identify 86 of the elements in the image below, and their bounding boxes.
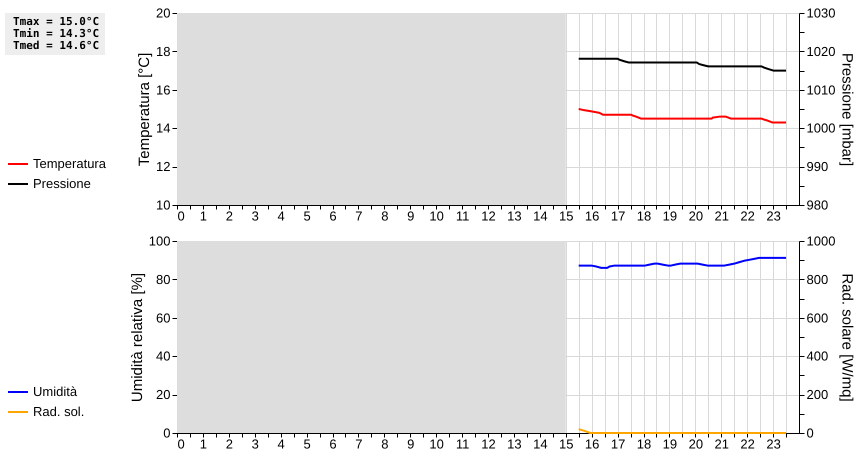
y2-tick-label: 0 (806, 426, 814, 440)
x-tick-label: 4 (278, 436, 285, 452)
y-axis-title: Temperatura [°C] (136, 52, 154, 166)
x-tick-label: 16 (584, 208, 600, 224)
x-tick-label: 3 (252, 436, 259, 452)
x-tick-label: 22 (740, 208, 755, 224)
y2-tick-label: 400 (806, 348, 828, 364)
x-tick-label: 6 (329, 208, 337, 224)
x-tick-label: 8 (381, 436, 388, 452)
y2-tick-label: 1030 (806, 6, 836, 20)
y2-tick-label: 1000 (806, 120, 836, 136)
x-tick-label: 21 (714, 208, 729, 224)
y2-tick-label: 980 (806, 198, 828, 212)
y-tick-label: 0 (163, 426, 170, 440)
y-tick-label: 100 (148, 234, 170, 248)
x-tick-label: 19 (662, 436, 678, 452)
x-tick-label: 5 (303, 208, 311, 224)
y-tick-label: 10 (156, 198, 170, 212)
x-tick-label: 1 (200, 208, 208, 224)
x-tick-label: 13 (507, 436, 522, 452)
x-tick-label: 10 (429, 208, 444, 224)
x-tick-label: 3 (252, 208, 259, 224)
x-tick-label: 23 (766, 208, 781, 224)
line-series (578, 108, 788, 124)
y-tick-label: 16 (156, 82, 170, 98)
y-tick-label: 14 (156, 120, 170, 136)
y2-tick-label: 1010 (806, 82, 836, 98)
x-tick-label: 15 (559, 436, 574, 452)
x-tick-label: 17 (610, 436, 626, 452)
y-axis-title: Umidità relativa [%] (128, 272, 146, 402)
x-tick-label: 17 (610, 208, 626, 224)
y2-axis-title: Rad. solare [W/mq] (838, 273, 856, 402)
y2-tick-label: 800 (806, 272, 828, 287)
x-tick-label: 10 (429, 436, 444, 452)
x-tick-label: 0 (178, 436, 185, 452)
y2-tick-label: 990 (806, 159, 828, 174)
x-tick-label: 18 (636, 436, 652, 452)
legend-label: Rad. sol. (33, 404, 84, 419)
x-tick-label: 18 (636, 208, 652, 224)
y2-tick-label: 1020 (806, 44, 836, 59)
y-tick-label: 60 (156, 310, 170, 326)
y-tick-label: 40 (156, 348, 170, 364)
x-tick-label: 11 (456, 208, 470, 224)
x-tick-label: 0 (178, 208, 185, 224)
x-tick-label: 20 (688, 436, 704, 452)
x-tick-label: 12 (481, 208, 496, 224)
x-tick-label: 8 (381, 208, 388, 224)
y-tick-label: 20 (156, 6, 170, 20)
x-tick-label: 14 (533, 208, 548, 224)
x-tick-label: 16 (584, 436, 600, 452)
y-tick-label: 20 (156, 387, 170, 402)
y2-tick-label: 200 (806, 387, 828, 402)
x-tick-label: 9 (407, 436, 414, 452)
y2-axis-title: Pressione [mbar] (838, 52, 856, 166)
x-tick-label: 20 (688, 208, 704, 224)
x-tick-label: 23 (766, 436, 781, 452)
y2-tick-label: 600 (806, 310, 828, 326)
y2-tick-label: 1000 (806, 234, 836, 248)
text: Tmax = 15.0°C (13, 15, 100, 28)
x-tick-label: 4 (278, 208, 285, 224)
y-tick-label: 80 (156, 272, 170, 287)
x-tick-label: 7 (355, 436, 363, 452)
x-tick-label: 7 (355, 208, 363, 224)
y-tick-label: 18 (156, 44, 170, 59)
x-tick-label: 6 (329, 436, 337, 452)
x-tick-label: 11 (456, 436, 470, 452)
x-tick-label: 1 (200, 436, 208, 452)
x-tick-label: 13 (507, 208, 522, 224)
x-tick-label: 22 (740, 436, 755, 452)
legend-label: Pressione (33, 176, 91, 191)
x-tick-label: 21 (714, 436, 729, 452)
x-tick-label: 14 (533, 436, 548, 452)
line-series (578, 256, 788, 269)
text: Tmin = 14.3°C (13, 27, 100, 40)
x-tick-label: 12 (481, 436, 496, 452)
x-tick-label: 5 (303, 436, 311, 452)
text: Tmed = 14.6°C (13, 39, 100, 52)
x-tick-label: 2 (226, 436, 233, 452)
line-series (578, 58, 788, 72)
legend-label: Umidità (33, 384, 78, 399)
x-tick-label: 15 (559, 208, 574, 224)
y-tick-label: 12 (156, 159, 170, 174)
x-tick-label: 19 (662, 208, 678, 224)
x-tick-label: 2 (226, 208, 233, 224)
legend-label: Temperatura (33, 156, 107, 171)
x-tick-label: 9 (407, 208, 414, 224)
